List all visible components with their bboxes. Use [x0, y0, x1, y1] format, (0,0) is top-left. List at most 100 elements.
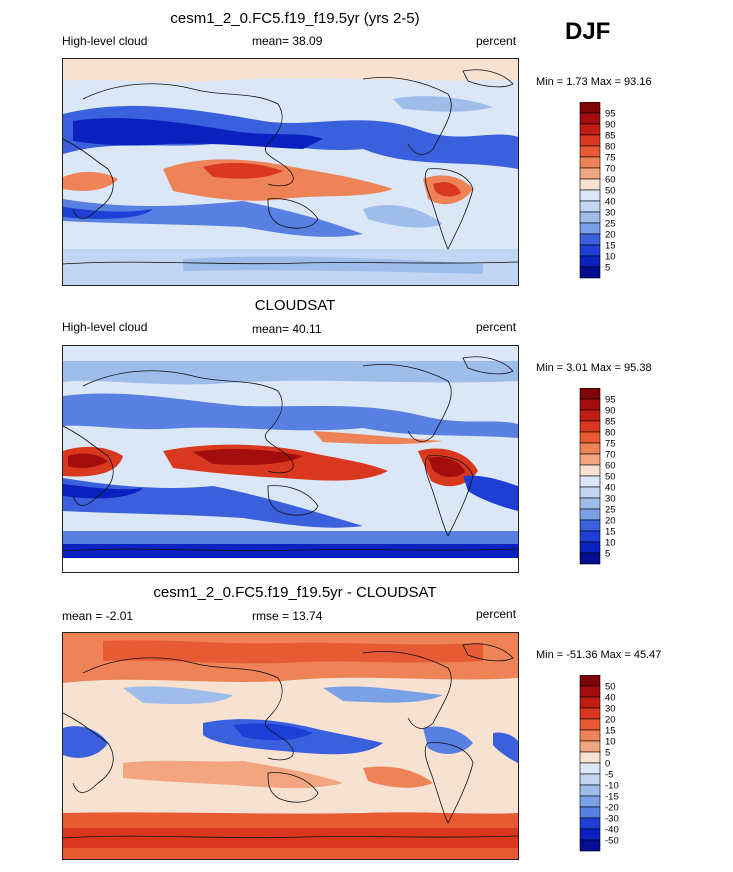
colorbar-tick-label: 80 [605, 428, 616, 439]
colorbar-observation: 95 90 85 80 75 70 60 50 40 30 25 20 15 10 5 [560, 387, 660, 575]
colorbar-swatch [579, 101, 601, 114]
colorbar-tick-label: 50 [605, 186, 616, 197]
colorbar-tick-label: -50 [605, 836, 619, 847]
colorbar-swatch [579, 828, 601, 841]
colorbar-swatch [579, 530, 601, 543]
panel-units-label: percent [476, 320, 517, 334]
colorbar-swatch [579, 387, 601, 400]
colorbar-tick-label: 40 [605, 483, 616, 494]
colorbar-tick-label: 50 [605, 682, 616, 693]
colorbar-tick-label: -20 [605, 803, 619, 814]
panel-title: cesm1_2_0.FC5.f19_f19.5yr (yrs 2-5) [170, 10, 420, 27]
colorbar-swatch [579, 740, 601, 753]
colorbar-swatch [579, 552, 601, 565]
colorbar-swatch [579, 211, 601, 224]
colorbar-swatch [579, 266, 601, 279]
colorbar-tick-label: 25 [605, 219, 616, 230]
colorbar-tick-label: 40 [605, 197, 616, 208]
colorbar-tick-label: 0 [605, 759, 610, 770]
colorbar-swatch [579, 762, 601, 775]
colorbar-difference: 50 40 30 20 15 10 5 0 -5 -10 -15 -20 -30 -40 -50 [560, 674, 660, 862]
colorbar-swatch [579, 420, 601, 433]
colorbar-swatch [579, 696, 601, 709]
map-difference [62, 632, 519, 860]
colorbar-swatch [579, 431, 601, 444]
colorbar-swatch [579, 519, 601, 532]
colorbar-tick-label: 85 [605, 131, 616, 142]
panel-mean-label: mean= 38.09 [252, 34, 323, 48]
colorbar-tick-label: 20 [605, 230, 616, 241]
colorbar-swatch [579, 486, 601, 499]
colorbar-swatch [579, 497, 601, 510]
panel-mean-label: mean = -2.01 [62, 609, 134, 623]
colorbar-swatch [579, 541, 601, 554]
panel-title: CLOUDSAT [254, 297, 336, 314]
colorbar-swatch [579, 784, 601, 797]
colorbar-swatch [579, 442, 601, 455]
colorbar-tick-label: 70 [605, 450, 616, 461]
map-model [62, 58, 519, 286]
colorbar-tick-label: -15 [605, 792, 619, 803]
colorbar-swatch [579, 409, 601, 422]
colorbar-swatch [579, 685, 601, 698]
colorbar-swatch [579, 255, 601, 268]
panel-units-label: percent [476, 607, 517, 621]
colorbar-swatch [579, 233, 601, 246]
colorbar-tick-label: 40 [605, 693, 616, 704]
colorbar-swatch [579, 508, 601, 521]
colorbar-tick-label: 20 [605, 715, 616, 726]
colorbar-tick-label: 15 [605, 241, 616, 252]
colorbar-swatch [579, 773, 601, 786]
colorbar-swatch [579, 123, 601, 136]
colorbar-swatch [579, 156, 601, 169]
colorbar-swatch [579, 806, 601, 819]
colorbar-tick-label: 95 [605, 395, 616, 406]
panel-mean-label: mean= 40.11 [252, 322, 322, 336]
colorbar-swatch [579, 189, 601, 202]
colorbar-tick-label: 80 [605, 142, 616, 153]
panel-minmax-label: Min = -51.36 Max = 45.47 [536, 649, 662, 661]
colorbar-swatch [579, 222, 601, 235]
colorbar-swatch [579, 707, 601, 720]
colorbar-tick-label: 95 [605, 109, 616, 120]
colorbar-tick-label: -30 [605, 814, 619, 825]
colorbar-tick-label: 20 [605, 516, 616, 527]
colorbar-tick-label: 25 [605, 505, 616, 516]
colorbar-swatch [579, 817, 601, 830]
colorbar-tick-label: -5 [605, 770, 613, 781]
colorbar-tick-label: 5 [605, 263, 610, 274]
colorbar-tick-label: 30 [605, 704, 616, 715]
colorbar-tick-label: 75 [605, 439, 616, 450]
season-label: DJF [565, 18, 611, 45]
colorbar-tick-label: 15 [605, 726, 616, 737]
colorbar-tick-label: 30 [605, 208, 616, 219]
colorbar-swatch [579, 475, 601, 488]
map-observation [62, 345, 519, 573]
colorbar-tick-label: -40 [605, 825, 619, 836]
colorbar-swatch [579, 674, 601, 687]
panel-units-label: percent [476, 34, 517, 48]
colorbar-tick-label: 60 [605, 175, 616, 186]
colorbar-swatch [579, 718, 601, 731]
colorbar-swatch [579, 145, 601, 158]
colorbar-tick-label: 30 [605, 494, 616, 505]
colorbar-swatch [579, 795, 601, 808]
colorbar-swatch [579, 200, 601, 213]
colorbar-tick-label: 90 [605, 406, 616, 417]
panel-title: cesm1_2_0.FC5.f19_f19.5yr - CLOUDSAT [153, 584, 437, 601]
colorbar-tick-label: 5 [605, 549, 610, 560]
colorbar-swatch [579, 729, 601, 742]
panel-variable-label: High-level cloud [62, 320, 148, 334]
colorbar-tick-label: 75 [605, 153, 616, 164]
colorbar-tick-label: 10 [605, 737, 616, 748]
colorbar-tick-label: 60 [605, 461, 616, 472]
colorbar-swatch [579, 453, 601, 466]
colorbar-tick-label: 10 [605, 252, 616, 263]
panel-minmax-label: Min = 3.01 Max = 95.38 [536, 362, 652, 374]
colorbar-tick-label: 85 [605, 417, 616, 428]
colorbar-tick-label: 10 [605, 538, 616, 549]
colorbar-swatch [579, 178, 601, 191]
colorbar-swatch [579, 244, 601, 257]
colorbar-swatch [579, 398, 601, 411]
colorbar-tick-label: 90 [605, 120, 616, 131]
